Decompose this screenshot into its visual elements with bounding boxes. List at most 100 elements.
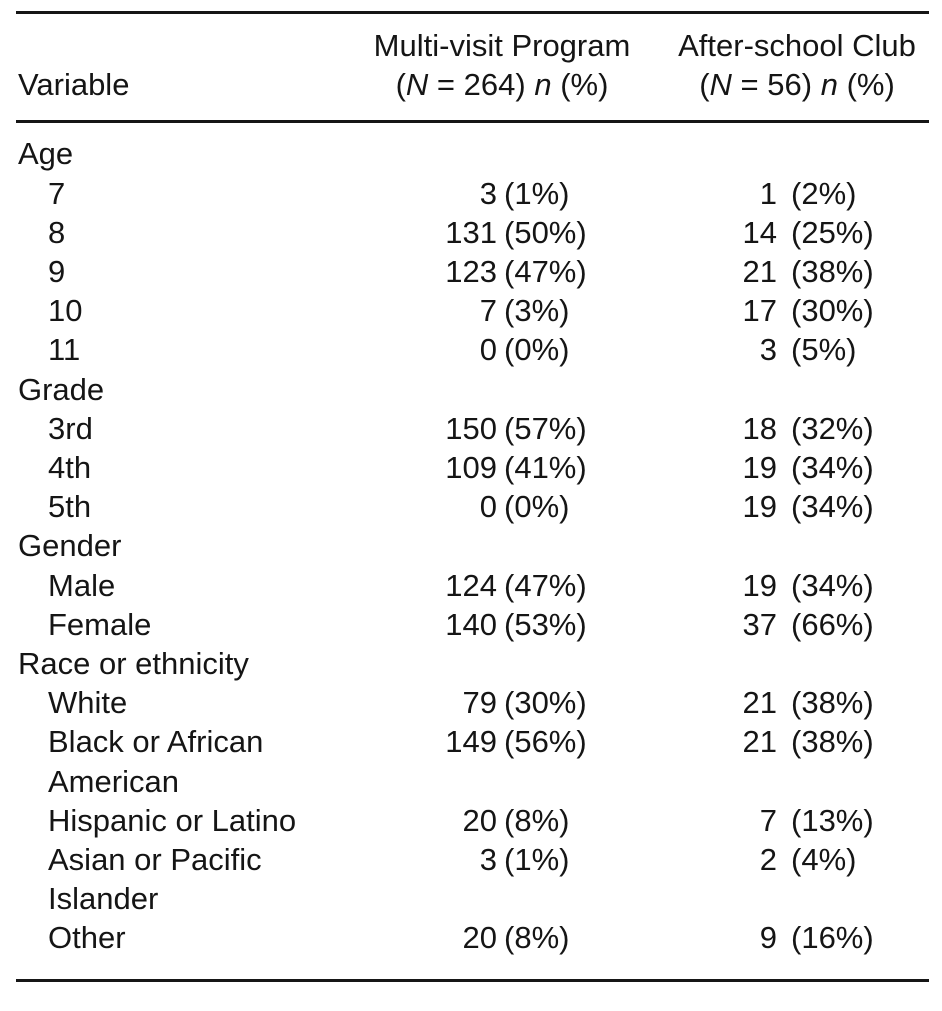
asc-count	[640, 526, 777, 565]
variable-label: 8	[48, 214, 66, 250]
variable-label: 7	[48, 175, 66, 211]
variable-label: 4th	[48, 450, 92, 486]
variable-label: Asian or Pacific	[48, 842, 262, 878]
mvp-count: 20	[462, 802, 497, 838]
table-label-continuation-row: Islander	[16, 879, 929, 918]
table-row: 3rd 150 (57%) 18 (32%)	[16, 409, 929, 448]
mvp-percent: (50%)	[504, 214, 587, 250]
mvp-count: 131	[445, 214, 497, 250]
asc-count: 21	[742, 254, 777, 290]
asc-percent: (34%)	[791, 450, 874, 486]
asc-count: 2	[759, 842, 777, 878]
sample-size-value: 264	[463, 67, 516, 103]
mvp-percent: (8%)	[504, 920, 570, 956]
mvp-percent	[497, 134, 640, 173]
variable-label: Hispanic or Latino	[48, 802, 297, 838]
table-row: Hispanic or Latino 20 (8%) 7 (13%)	[16, 801, 929, 840]
asc-count: 19	[742, 450, 777, 486]
asc-percent: (38%)	[791, 685, 874, 721]
header-divider-rule	[16, 120, 929, 124]
asc-count: 37	[742, 606, 777, 642]
mvp-count	[350, 526, 497, 565]
table-row: 4th 109 (41%) 19 (34%)	[16, 448, 929, 487]
asc-percent	[777, 644, 929, 683]
asc-percent: (13%)	[791, 802, 874, 838]
asc-percent: (32%)	[791, 410, 874, 446]
variable-label: Islander	[48, 881, 159, 917]
table-row: Other 20 (8%) 9 (16%)	[16, 918, 929, 957]
table-group-row: Gender	[16, 526, 929, 565]
mvp-count	[350, 370, 497, 409]
paren-close: )	[515, 67, 535, 103]
table-row: Male 124 (47%) 19 (34%)	[16, 566, 929, 605]
table-group-row: Race or ethnicity	[16, 644, 929, 683]
variable-label: 10	[48, 293, 83, 329]
asc-count: 21	[742, 685, 777, 721]
variable-label: 9	[48, 254, 66, 290]
asc-percent	[777, 370, 929, 409]
column-header-after-school-club: After-school Club	[678, 28, 916, 63]
mvp-percent	[497, 370, 640, 409]
table-header: Multi-visit Program After-school Club Va…	[16, 14, 929, 120]
table-row: 5th 0 (0%) 19 (34%)	[16, 487, 929, 526]
small-n-label: n	[820, 67, 838, 103]
asc-percent: (16%)	[791, 920, 874, 956]
asc-count: 17	[742, 293, 777, 329]
variable-label: 5th	[48, 489, 92, 525]
table-row: 7 3 (1%) 1 (2%)	[16, 174, 929, 213]
mvp-percent: (3%)	[504, 293, 570, 329]
mvp-count: 20	[462, 920, 497, 956]
table-row: Black or African 149 (56%) 21 (38%)	[16, 722, 929, 761]
variable-label: Race or ethnicity	[18, 646, 249, 682]
demographics-table: Multi-visit Program After-school Club Va…	[16, 11, 929, 982]
mvp-percent	[497, 526, 640, 565]
variable-label: Black or African	[48, 724, 264, 760]
table-row: 8 131 (50%) 14 (25%)	[16, 213, 929, 252]
asc-percent: (34%)	[791, 489, 874, 525]
mvp-count: 0	[479, 332, 497, 368]
mvp-percent: (30%)	[504, 685, 587, 721]
equals-sign: =	[428, 67, 464, 103]
mvp-percent: (0%)	[504, 489, 570, 525]
header-row-2: Variable (N = 264) n (%) (N = 56) n (%)	[16, 65, 929, 104]
variable-label: American	[48, 763, 179, 799]
table-group-row: Age	[16, 134, 929, 173]
column-header-variable: Variable	[18, 67, 130, 103]
paren-open: (	[699, 67, 710, 103]
asc-count: 21	[742, 724, 777, 760]
table-body: Age 7 3 (1%) 1 (2%) 8 131 (50%) 14 (25%) 9 123 (47%) 2…	[16, 123, 929, 978]
asc-count	[640, 879, 777, 918]
mvp-count	[350, 644, 497, 683]
mvp-percent: (53%)	[504, 606, 587, 642]
mvp-count: 149	[445, 724, 497, 760]
variable-label: White	[48, 685, 128, 721]
big-N-label: N	[405, 67, 429, 103]
asc-percent: (4%)	[791, 842, 857, 878]
table-row: White 79 (30%) 21 (38%)	[16, 683, 929, 722]
mvp-percent	[497, 644, 640, 683]
variable-label: Male	[48, 567, 116, 603]
mvp-count: 7	[479, 293, 497, 329]
mvp-count: 123	[445, 254, 497, 290]
sample-size-value: 56	[767, 67, 802, 103]
mvp-count	[350, 879, 497, 918]
asc-percent	[777, 762, 929, 801]
mvp-count: 3	[479, 842, 497, 878]
mvp-count: 0	[479, 489, 497, 525]
asc-count	[640, 644, 777, 683]
mvp-percent: (1%)	[504, 175, 570, 211]
mvp-count: 3	[479, 175, 497, 211]
asc-percent	[777, 134, 929, 173]
asc-percent: (25%)	[791, 214, 874, 250]
asc-percent	[777, 526, 929, 565]
mvp-percent: (8%)	[504, 802, 570, 838]
column-header-multi-visit-program: Multi-visit Program	[373, 28, 631, 63]
mvp-count	[350, 762, 497, 801]
table-group-row: Grade	[16, 370, 929, 409]
asc-percent: (30%)	[791, 293, 874, 329]
paren-close: )	[801, 67, 821, 103]
variable-label: 3rd	[48, 410, 93, 446]
table-row: 9 123 (47%) 21 (38%)	[16, 252, 929, 291]
mvp-percent: (47%)	[504, 254, 587, 290]
table-label-continuation-row: American	[16, 762, 929, 801]
